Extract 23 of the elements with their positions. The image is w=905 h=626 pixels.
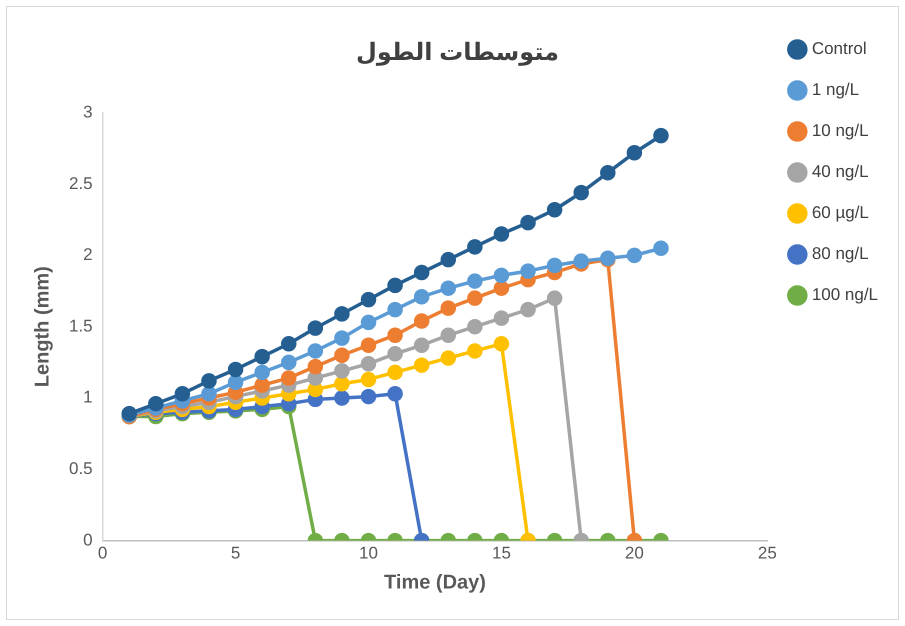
x-tick-label: 25: [758, 543, 777, 562]
x-tick-label: 0: [98, 543, 108, 562]
x-tick-label: 15: [492, 543, 511, 562]
y-tick-label: 2.5: [68, 174, 93, 193]
legend-label: 10 ng/L: [812, 121, 869, 140]
legend-label: 100 ng/L: [812, 285, 878, 304]
legend-label: 80 ng/L: [812, 244, 869, 264]
x-tick-label: 10: [359, 543, 378, 562]
y-tick-label: 2: [83, 245, 93, 264]
y-tick-label: 1: [83, 388, 93, 407]
legend-label: Control: [812, 39, 867, 58]
y-axis-title: Length (mm): [32, 266, 54, 388]
x-tick-label: 5: [230, 543, 240, 562]
legend-label: 1 ng/L: [812, 80, 860, 100]
x-tick-label: 20: [624, 543, 644, 562]
legend-label: 60 µg/L: [812, 203, 869, 222]
y-tick-label: 0: [83, 530, 93, 550]
y-tick-label: 3: [83, 102, 93, 122]
legend-label: 40 ng/L: [812, 162, 869, 182]
chart-title: متوسطات الطول: [356, 39, 559, 66]
y-tick-label: 0.5: [68, 458, 93, 478]
y-tick-label: 1.5: [68, 316, 93, 336]
x-axis-title: Time (Day): [384, 572, 486, 594]
